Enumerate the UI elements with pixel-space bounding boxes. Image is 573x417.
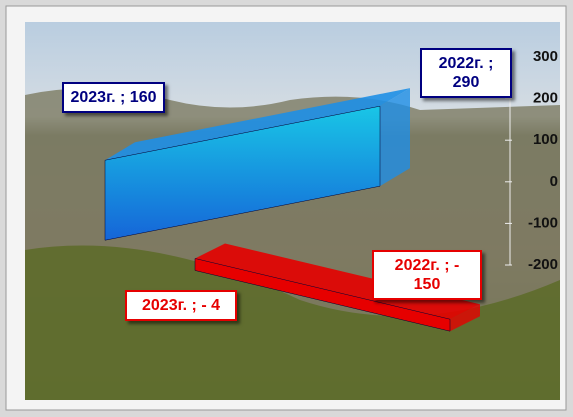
data-label: 2023г. ; 160 xyxy=(62,82,165,113)
screen: 300 200 100 0 -100 -200 2023г. ; 160 2022г. ; … xyxy=(0,0,573,417)
y-tick-label: 300 xyxy=(533,48,558,65)
y-tick-label: 0 xyxy=(550,173,558,190)
data-label: 2023г. ; - 4 xyxy=(125,290,237,321)
y-tick-label: -100 xyxy=(528,214,558,231)
y-tick-label: 100 xyxy=(533,131,558,148)
y-tick-label: 200 xyxy=(533,90,558,107)
data-label: 2022г. ; - 150 xyxy=(372,250,482,300)
y-tick-label: -200 xyxy=(528,256,558,273)
data-label: 2022г. ; 290 xyxy=(420,48,512,98)
